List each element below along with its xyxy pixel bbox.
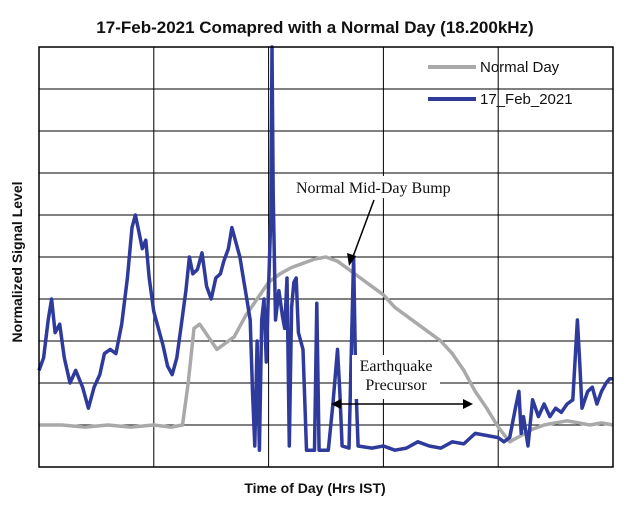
annotation-mid-day-bump: Normal Mid-Day Bump [291,176,487,266]
annotation-bump-arrow [350,199,375,263]
annotation-bump-arrowhead [347,253,356,266]
y-axis-label: Normalized Signal Level [9,181,25,342]
annotation-precursor-line: Precursor [365,377,427,394]
annotation-precursor-line: Earthquake [360,358,433,375]
legend-label-normal-day: Normal Day [480,59,560,76]
series-line-normal-day [39,255,614,444]
annotation-precursor-background [352,355,440,399]
annotation-precursor-arrow-left [331,399,341,409]
series-layer [37,45,614,452]
chart-title: 17-Feb-2021 Comapred with a Normal Day (… [96,18,533,37]
x-axis-label: Time of Day (Hrs IST) [244,480,385,496]
annotation-precursor-text: Earthquake Precursor [360,358,433,394]
legend: Normal Day 17_Feb_2021 [428,59,573,108]
annotation-earthquake-precursor: Earthquake Precursor [331,355,473,409]
series-line-17-feb-2021 [37,45,613,452]
plot-frame [38,46,614,468]
legend-label-17-feb-2021: 17_Feb_2021 [480,91,573,108]
annotation-precursor-arrow-right [463,399,473,409]
annotation-bump-background [291,176,487,198]
annotation-bump-text: Normal Mid-Day Bump [296,180,451,197]
